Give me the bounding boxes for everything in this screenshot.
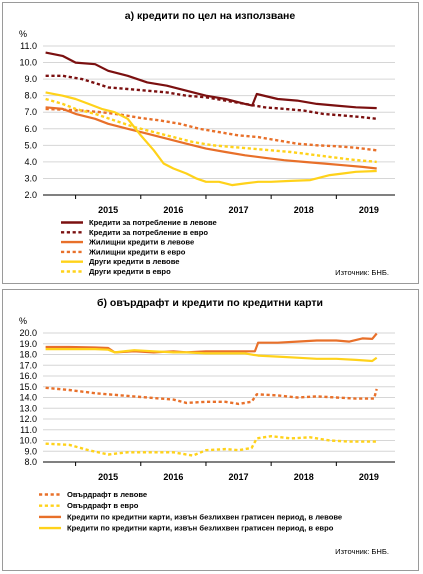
legend-label: Кредити по кредитни карти, извън безлихв… xyxy=(67,512,342,521)
series-line xyxy=(45,107,377,152)
y-tick-label: 14.0 xyxy=(19,393,37,403)
series-line xyxy=(45,434,377,457)
legend-label: Други кредити в левове xyxy=(89,257,179,266)
series-line xyxy=(45,97,377,164)
y-tick-label: 10.0 xyxy=(19,436,37,446)
y-tick-label: 20.0 xyxy=(19,328,37,338)
y-tick-label: 19.0 xyxy=(19,339,37,349)
x-tick-label: 2019 xyxy=(359,472,379,482)
series-line xyxy=(45,74,377,120)
series-line xyxy=(45,347,378,363)
y-tick-label: 13.0 xyxy=(19,403,37,413)
y-tick-label: 2.0 xyxy=(24,190,37,200)
legend-label: Кредити за потребление в евро xyxy=(89,228,208,237)
y-tick-label: 11.0 xyxy=(20,41,37,51)
series-line xyxy=(45,106,377,170)
x-tick-label: 2016 xyxy=(163,472,183,482)
y-tick-label: 9.0 xyxy=(24,74,37,84)
legend-label: Овърдрафт в левове xyxy=(67,490,147,499)
y-tick-label: 18.0 xyxy=(19,350,37,360)
y-tick-label: 12.0 xyxy=(19,414,37,424)
x-tick-label: 2018 xyxy=(294,472,314,482)
x-tick-label: 2018 xyxy=(294,205,314,215)
legend-label: Други кредити в евро xyxy=(89,267,171,276)
x-tick-label: 2015 xyxy=(98,205,118,215)
legend-label: Жилищни кредити в левове xyxy=(88,238,194,247)
chart-title: а) кредити по цел на използване xyxy=(125,10,296,22)
x-tick-label: 2017 xyxy=(229,205,249,215)
source-note: Източник: БНБ. xyxy=(335,547,389,556)
x-tick-label: 2019 xyxy=(359,205,379,215)
y-tick-label: 16.0 xyxy=(19,371,37,381)
x-tick-label: 2015 xyxy=(98,472,118,482)
y-tick-label: 10.0 xyxy=(19,58,37,68)
y-tick-label: 8.0 xyxy=(24,457,37,467)
legend-label: Кредити за потребление в левове xyxy=(89,218,217,227)
series-line xyxy=(45,386,378,406)
chart-a-svg: а) кредити по цел на използване% 11.0 10.0… xyxy=(19,10,395,277)
y-tick-label: 4.0 xyxy=(24,157,37,167)
x-tick-label: 2017 xyxy=(229,472,249,482)
chart-title: б) овърдрафт и кредити по кредитни карти xyxy=(97,297,323,309)
y-tick-label: 11.0 xyxy=(20,425,37,435)
y-tick-label: 6.0 xyxy=(24,124,37,134)
y-unit-label: % xyxy=(19,316,27,326)
legend-label: Кредити по кредитни карти, извън безлихв… xyxy=(67,524,334,533)
legend-label: Овърдрафт в евро xyxy=(67,501,139,510)
y-tick-label: 9.0 xyxy=(24,446,37,456)
series-line xyxy=(45,51,377,110)
y-tick-label: 5.0 xyxy=(24,140,37,150)
chart-b-svg: б) овърдрафт и кредити по кредитни карти… xyxy=(19,297,395,556)
series-line xyxy=(45,91,377,187)
y-tick-label: 3.0 xyxy=(24,173,37,183)
x-tick-label: 2016 xyxy=(163,205,183,215)
chart-panel-loans-by-purpose: а) кредити по цел на използване% 11.0 10.0… xyxy=(2,2,419,284)
legend-label: Жилищни кредити в евро xyxy=(88,247,186,256)
y-tick-label: 7.0 xyxy=(24,107,37,117)
y-tick-label: 17.0 xyxy=(19,360,37,370)
y-unit-label: % xyxy=(19,29,27,39)
y-tick-label: 8.0 xyxy=(24,91,37,101)
chart-panel-overdraft-credit-cards: б) овърдрафт и кредити по кредитни карти… xyxy=(2,289,419,571)
y-tick-label: 15.0 xyxy=(19,382,37,392)
source-note: Източник: БНБ. xyxy=(335,268,389,277)
